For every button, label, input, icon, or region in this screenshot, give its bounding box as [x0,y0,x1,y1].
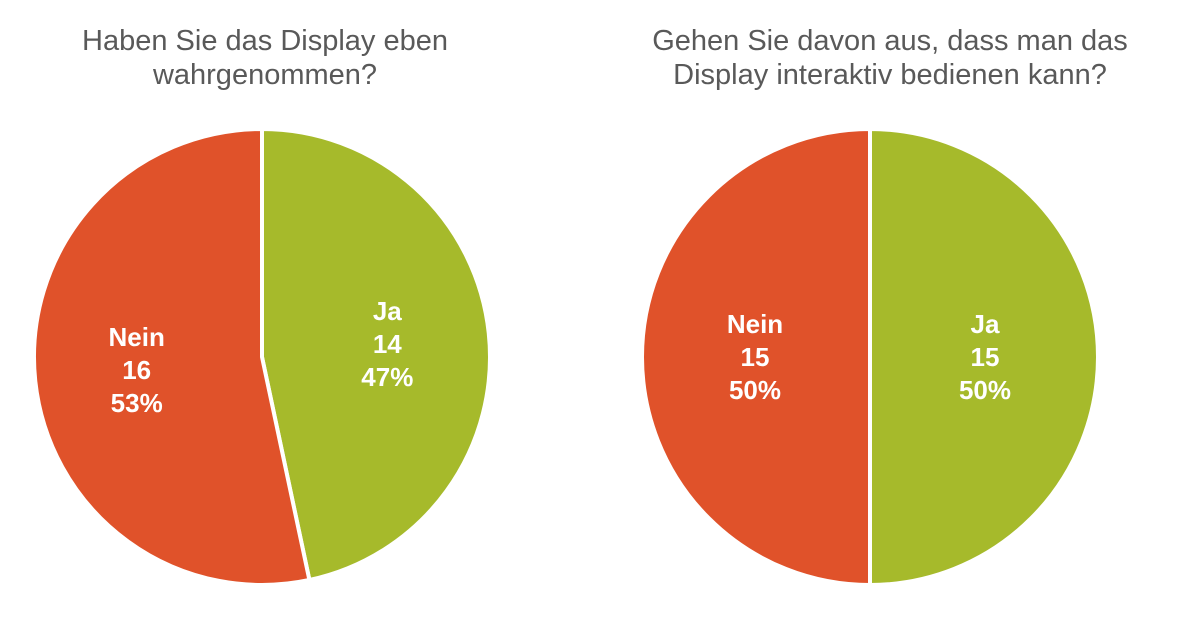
pie-slice-nein [640,126,872,588]
data-label-count: 14 [373,329,402,359]
chart-title-line-1: Haben Sie das Display eben [82,25,448,57]
data-label-category: Nein [727,309,783,339]
data-label-ja: Ja 14 47% [361,296,413,392]
chart-title: Haben Sie das Display eben wahrgenommen? [0,24,530,92]
data-label-percent: 53% [111,388,163,418]
data-label-count: 15 [741,342,770,372]
chart-title-line-2: Display interaktiv bedienen kann? [673,59,1107,91]
data-label-nein: Nein 15 50% [727,309,783,405]
data-label-category: Ja [971,309,1000,339]
data-label-count: 16 [122,355,151,385]
chart-title-line-2: wahrgenommen? [152,59,378,91]
chart-panel-interactive-assumption: Gehen Sie davon aus, dass man das Displa… [600,0,1200,620]
chart-panel-display-noticed: Haben Sie das Display eben wahrgenommen?… [0,24,530,587]
pie-slice-ja [260,126,492,583]
data-label-count: 15 [971,342,1000,372]
pie-chart: Ja 14 47% Nein 16 53% [32,126,492,587]
data-label-ja: Ja 15 50% [959,309,1011,405]
data-label-percent: 50% [729,375,781,405]
pie-slice-ja [868,126,1100,588]
data-label-percent: 50% [959,375,1011,405]
data-label-category: Ja [373,296,402,326]
pie-slice-nein [32,126,312,587]
pie-chart: Ja 15 50%Nein 15 50% [640,126,1100,588]
data-label-nein: Nein 16 53% [109,322,165,418]
data-label-percent: 47% [361,362,413,392]
data-label-category: Nein [109,322,165,352]
chart-title: Gehen Sie davon aus, dass man das Displa… [620,24,1160,92]
chart-title-line-1: Gehen Sie davon aus, dass man das [652,25,1128,57]
